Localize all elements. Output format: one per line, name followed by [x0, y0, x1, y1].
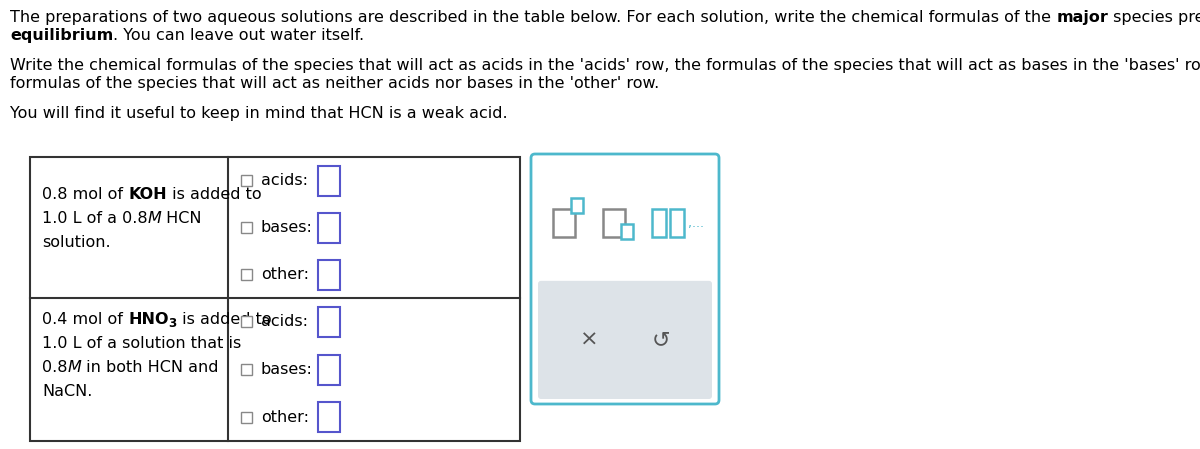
- Text: formulas of the species that will act as neither acids nor bases in the 'other' : formulas of the species that will act as…: [10, 76, 659, 91]
- Bar: [670, 209, 684, 238]
- Text: NaCN.: NaCN.: [42, 384, 92, 399]
- Text: 0.8: 0.8: [42, 360, 67, 375]
- Bar: [240, 364, 252, 375]
- Bar: [30, 157, 520, 441]
- Text: other:: other:: [262, 267, 310, 282]
- Bar: [240, 222, 252, 233]
- Bar: [240, 317, 252, 327]
- Text: 3: 3: [168, 317, 176, 330]
- Text: equilibrium: equilibrium: [10, 28, 113, 43]
- Bar: [318, 260, 340, 290]
- Bar: [240, 412, 252, 423]
- Bar: [318, 355, 340, 384]
- Bar: [553, 209, 575, 238]
- Text: Write the chemical formulas of the species that will act as acids in the 'acids': Write the chemical formulas of the speci…: [10, 58, 1200, 73]
- Text: is added to: is added to: [176, 312, 271, 327]
- Text: ,...: ,...: [688, 217, 704, 230]
- Text: bases:: bases:: [262, 362, 313, 377]
- Text: bases:: bases:: [262, 220, 313, 235]
- Text: acids:: acids:: [262, 173, 308, 188]
- Text: The preparations of two aqueous solutions are described in the table below. For : The preparations of two aqueous solution…: [10, 10, 1056, 25]
- Text: HNO: HNO: [128, 312, 168, 327]
- Bar: [240, 175, 252, 186]
- Text: ×: ×: [580, 330, 599, 350]
- Text: You will find it useful to keep in mind that HCN is a weak acid.: You will find it useful to keep in mind …: [10, 106, 508, 121]
- Bar: [604, 209, 625, 238]
- Bar: [622, 224, 634, 239]
- Text: M: M: [148, 211, 161, 226]
- Text: species present: species present: [1108, 10, 1200, 25]
- Bar: [240, 269, 252, 280]
- Bar: [318, 307, 340, 337]
- FancyBboxPatch shape: [538, 281, 712, 399]
- Bar: [652, 209, 666, 238]
- Text: 0.8 mol of: 0.8 mol of: [42, 187, 128, 202]
- Text: in both HCN and: in both HCN and: [82, 360, 218, 375]
- Text: HCN: HCN: [161, 211, 202, 226]
- Text: 1.0 L of a 0.8: 1.0 L of a 0.8: [42, 211, 148, 226]
- Text: major: major: [1056, 10, 1108, 25]
- Text: ↺: ↺: [652, 330, 671, 350]
- Text: is added to: is added to: [167, 187, 262, 202]
- Bar: [318, 166, 340, 195]
- Bar: [318, 402, 340, 432]
- Bar: [571, 198, 583, 213]
- FancyBboxPatch shape: [530, 154, 719, 404]
- Text: KOH: KOH: [128, 187, 167, 202]
- Text: other:: other:: [262, 409, 310, 425]
- Bar: [318, 212, 340, 242]
- Text: 0.4 mol of: 0.4 mol of: [42, 312, 128, 327]
- Text: M: M: [67, 360, 82, 375]
- Text: 1.0 L of a solution that is: 1.0 L of a solution that is: [42, 336, 241, 351]
- Text: acids:: acids:: [262, 314, 308, 329]
- Text: solution.: solution.: [42, 235, 110, 250]
- Text: . You can leave out water itself.: . You can leave out water itself.: [113, 28, 365, 43]
